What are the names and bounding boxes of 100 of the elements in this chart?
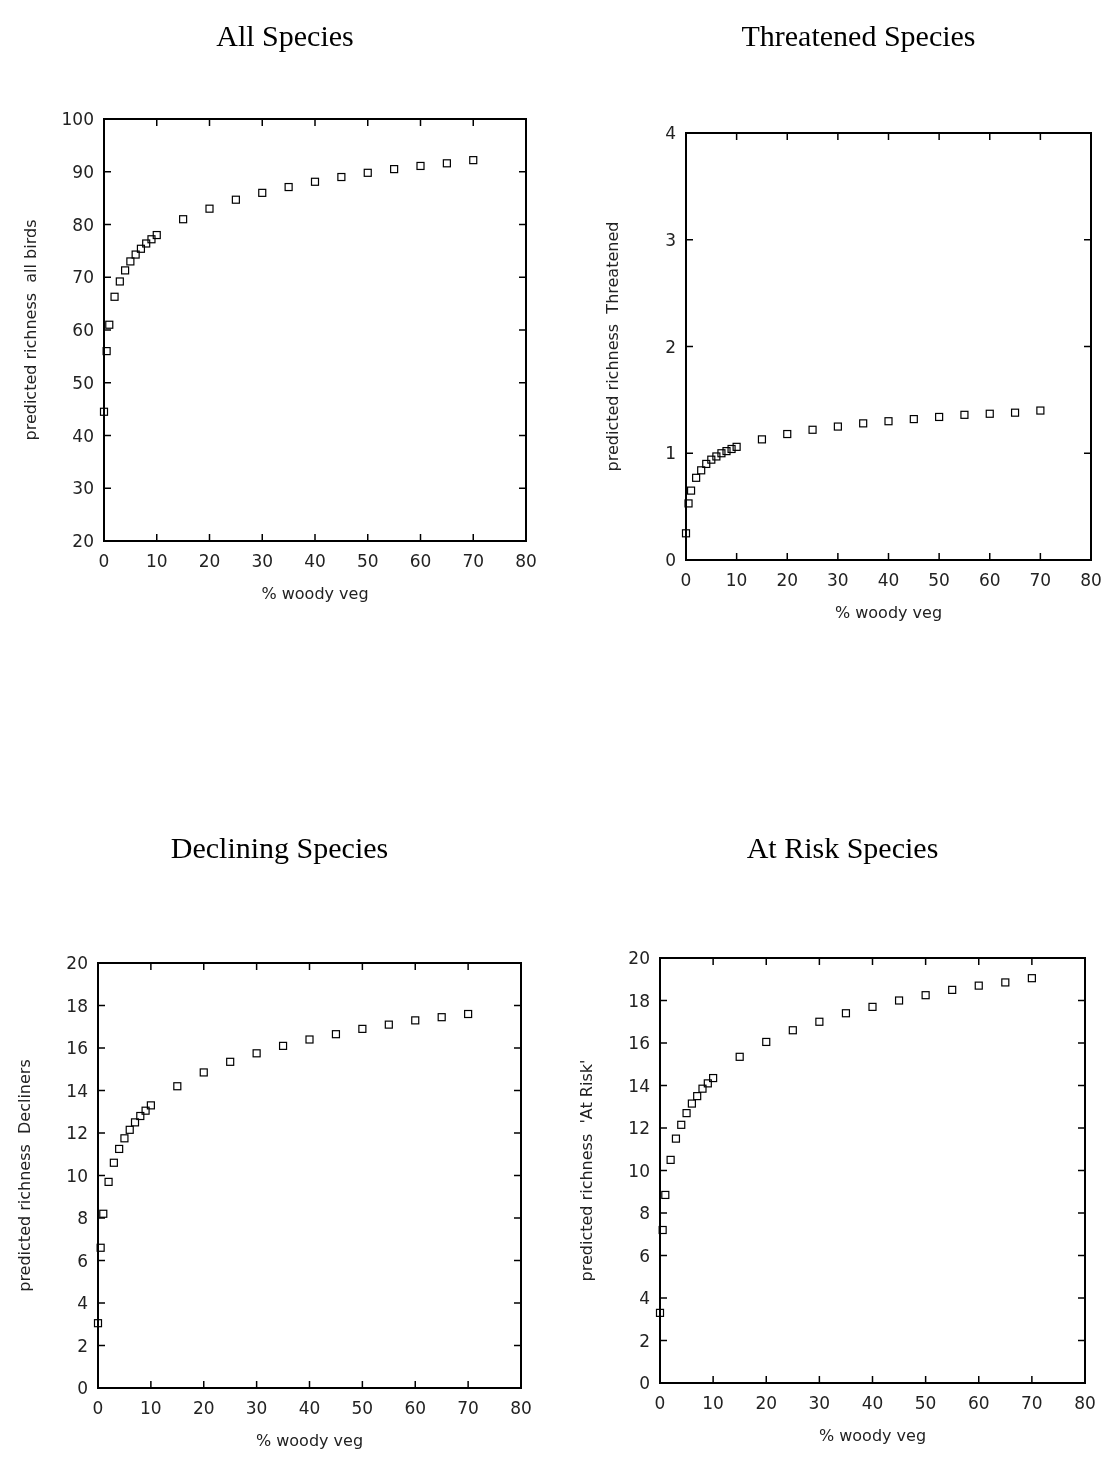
- point: [131, 250, 140, 259]
- point: [682, 1109, 691, 1118]
- x-tick-label: 50: [356, 551, 379, 571]
- point: [136, 1111, 145, 1121]
- point: [115, 1144, 124, 1154]
- point: [442, 159, 451, 168]
- point: [358, 1024, 367, 1033]
- point: [136, 244, 146, 253]
- point: [707, 455, 716, 464]
- y-tick-label: 2: [665, 336, 676, 357]
- point: [205, 204, 214, 213]
- point: [985, 409, 994, 418]
- point: [115, 277, 124, 286]
- y-tick-label: 30: [72, 478, 94, 499]
- y-tick-label: 70: [72, 267, 94, 288]
- point: [757, 435, 767, 444]
- point: [1027, 974, 1036, 983]
- y-tick-label: 12: [66, 1123, 88, 1143]
- x-axis-title: % woody veg: [261, 584, 369, 603]
- point: [655, 1308, 665, 1317]
- point: [686, 486, 696, 495]
- y-tick-label: 20: [628, 948, 650, 968]
- point: [868, 1002, 877, 1011]
- y-axis-title: predicted richness Decliners: [15, 1059, 34, 1292]
- x-tick-label: 10: [140, 1398, 162, 1418]
- x-tick-label: 60: [978, 570, 1001, 590]
- y-tick-label: 8: [77, 1208, 88, 1228]
- x-tick-label: 70: [457, 1398, 479, 1418]
- point: [146, 1101, 155, 1110]
- y-tick-label: 20: [72, 531, 94, 551]
- x-tick-label: 70: [1029, 570, 1052, 590]
- point: [692, 473, 701, 482]
- point: [469, 156, 478, 165]
- point: [464, 1009, 473, 1019]
- point: [278, 1041, 288, 1050]
- point: [894, 996, 904, 1005]
- x-tick-label: 20: [198, 551, 221, 571]
- x-tick-label: 0: [98, 551, 110, 571]
- y-axis-title: predicted richness 'At Risk': [577, 1059, 596, 1282]
- x-tick-label: 60: [967, 1393, 990, 1413]
- y-tick-label: 4: [77, 1293, 88, 1313]
- y-tick-label: 0: [639, 1373, 650, 1393]
- x-tick-label: 20: [192, 1398, 215, 1418]
- point: [141, 1106, 150, 1115]
- x-tick-label: 80: [1074, 1393, 1096, 1413]
- y-tick-label: 14: [628, 1075, 650, 1096]
- y-tick-label: 6: [77, 1250, 88, 1271]
- point: [384, 1020, 393, 1029]
- point: [735, 1052, 744, 1061]
- x-tick-label: 20: [755, 1393, 778, 1413]
- x-tick-label: 30: [808, 1393, 831, 1413]
- point: [909, 414, 918, 424]
- point: [684, 499, 693, 508]
- x-tick-label: 30: [251, 551, 274, 571]
- x-tick-label: 60: [404, 1398, 427, 1418]
- x-tick-label: 0: [680, 570, 692, 590]
- x-tick-label: 70: [462, 551, 485, 571]
- x-tick-label: 10: [725, 570, 748, 590]
- point: [1001, 978, 1010, 987]
- point: [305, 1035, 314, 1044]
- point: [717, 449, 726, 458]
- y-tick-label: 40: [72, 425, 94, 446]
- point: [120, 1134, 129, 1143]
- point: [732, 442, 741, 451]
- y-tick-label: 90: [72, 161, 94, 182]
- point: [110, 292, 119, 301]
- point: [231, 195, 240, 204]
- x-tick-label: 50: [351, 1398, 374, 1418]
- point: [788, 1026, 797, 1035]
- y-tick-label: 2: [77, 1335, 88, 1356]
- x-tick-label: 50: [914, 1393, 937, 1413]
- x-tick-label: 10: [145, 551, 168, 571]
- point: [697, 466, 706, 475]
- y-tick-label: 20: [66, 953, 88, 973]
- point: [712, 452, 721, 461]
- point: [130, 1118, 140, 1127]
- point: [1010, 408, 1020, 417]
- point: [884, 417, 893, 426]
- point: [703, 1079, 712, 1088]
- point: [99, 1209, 108, 1218]
- point: [96, 1243, 105, 1252]
- y-tick-label: 10: [66, 1165, 88, 1186]
- point: [687, 1099, 696, 1108]
- point: [935, 412, 944, 422]
- y-tick-label: 6: [639, 1245, 650, 1266]
- point: [833, 422, 842, 431]
- point: [671, 1134, 681, 1143]
- y-tick-label: 4: [665, 123, 676, 143]
- point: [121, 266, 130, 275]
- y-tick-label: 80: [72, 214, 94, 235]
- point: [722, 447, 731, 456]
- chart-title: At Risk Species: [746, 831, 939, 864]
- chart-title: All Species: [216, 19, 354, 52]
- point: [727, 444, 736, 454]
- point: [815, 1017, 824, 1026]
- x-tick-label: 50: [928, 570, 950, 590]
- point: [363, 168, 372, 177]
- y-tick-label: 8: [639, 1203, 650, 1223]
- point: [152, 230, 161, 240]
- y-tick-label: 3: [665, 229, 676, 250]
